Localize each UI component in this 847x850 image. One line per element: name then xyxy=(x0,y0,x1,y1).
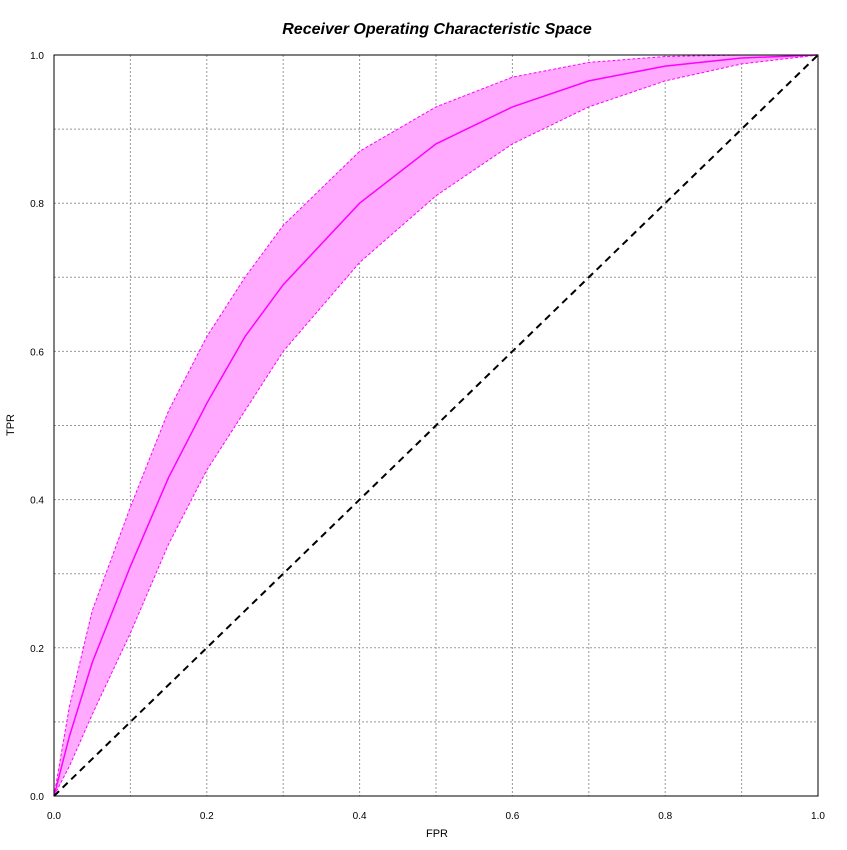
random-classifier-line xyxy=(53,54,819,797)
y-tick-label: 0.4 xyxy=(30,496,44,507)
x-tick-label: 0.0 xyxy=(47,811,61,822)
y-tick-label: 0.0 xyxy=(30,792,44,803)
y-tick-label: 0.8 xyxy=(30,199,44,210)
confidence-band xyxy=(54,55,818,796)
y-tick-label: 1.0 xyxy=(30,51,44,62)
x-tick-label: 0.2 xyxy=(200,811,214,822)
upper-bound-line xyxy=(53,54,818,797)
lower-bound-line xyxy=(53,54,819,797)
roc-curve-line xyxy=(53,54,819,797)
y-tick-label: 0.6 xyxy=(30,347,44,358)
y-tick-label: 0.2 xyxy=(30,644,44,655)
y-axis-label: TPR xyxy=(5,414,17,436)
x-tick-label: 0.6 xyxy=(505,811,519,822)
x-tick-label: 1.0 xyxy=(811,811,825,822)
x-tick-label: 0.4 xyxy=(353,811,367,822)
chart-title: Receiver Operating Characteristic Space xyxy=(282,21,592,38)
x-tick-label: 0.8 xyxy=(658,811,672,822)
plot-frame xyxy=(53,54,819,797)
x-axis-label: FPR xyxy=(426,828,448,840)
